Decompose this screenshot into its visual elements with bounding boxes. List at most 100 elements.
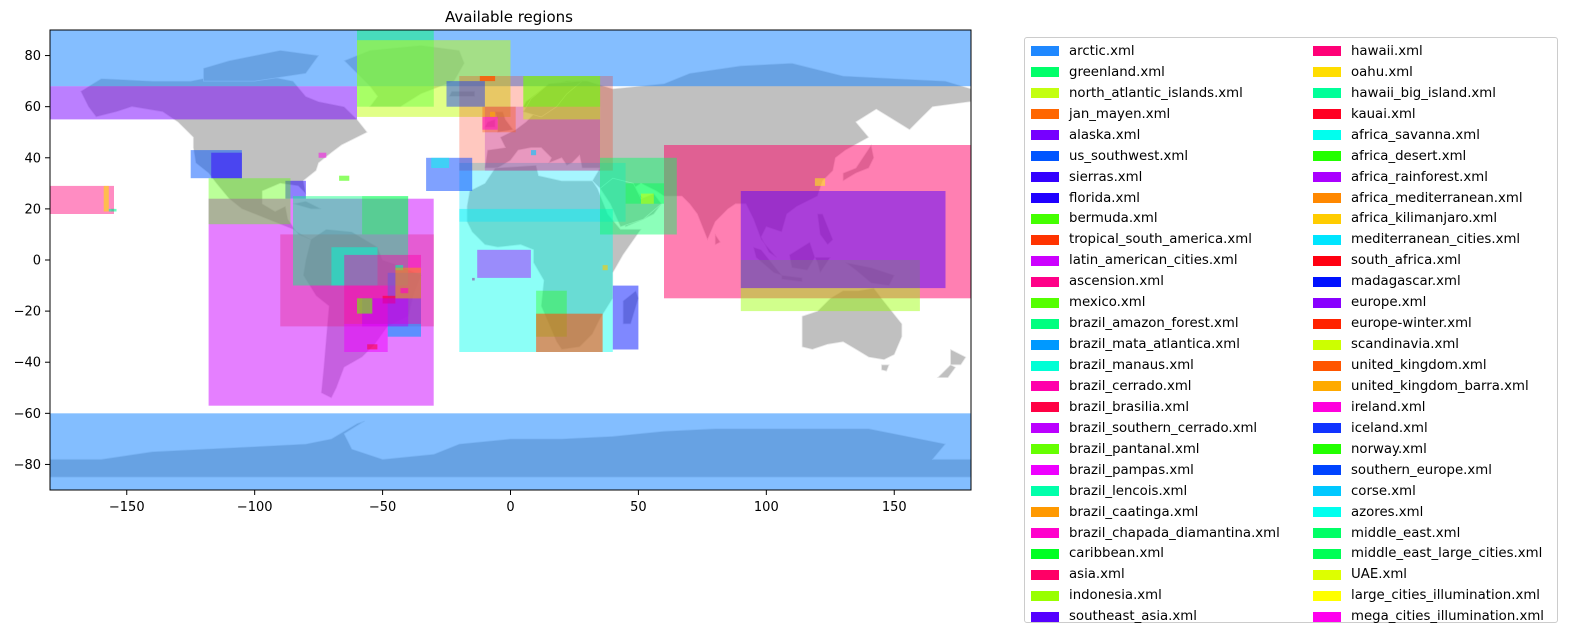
legend-swatch	[1031, 234, 1059, 245]
legend-label: middle_east_large_cities.xml	[1351, 546, 1543, 562]
x-tick-label: 0	[506, 500, 514, 515]
legend-swatch	[1031, 423, 1059, 434]
region-rect	[536, 290, 567, 337]
land-polygon	[881, 364, 890, 372]
legend-entry: ireland.xml	[1313, 397, 1544, 418]
x-tick-label: −150	[109, 500, 145, 515]
region-rect	[331, 247, 378, 286]
region-rect	[344, 323, 388, 352]
region-rect	[479, 76, 496, 82]
axis-ticks: −150 −100 −50 0 50 100 150 −80 −60 −40 −20 0 20 40 60 8…	[14, 49, 907, 515]
legend-swatch	[1031, 486, 1059, 497]
legend-label: UAE.xml	[1351, 567, 1407, 583]
legend-label: azores.xml	[1351, 504, 1424, 520]
legend-entry: latin_american_cities.xml	[1031, 250, 1280, 271]
legend-entry: mediterranean_cities.xml	[1313, 229, 1544, 250]
legend-swatch	[1031, 255, 1059, 266]
legend-swatch	[1031, 172, 1059, 183]
legend-swatch	[1313, 465, 1341, 476]
legend-swatch	[1031, 88, 1059, 99]
legend-label: brazil_southern_cerrado.xml	[1069, 420, 1258, 436]
legend-swatch	[1313, 109, 1341, 120]
legend-label: southern_europe.xml	[1351, 462, 1492, 478]
land-polygon	[599, 177, 662, 228]
legend-label: brazil_pantanal.xml	[1069, 441, 1200, 457]
legend-entry: madagascar.xml	[1313, 271, 1544, 292]
region-rect	[108, 208, 117, 212]
legend-entry: caribbean.xml	[1031, 544, 1280, 565]
region-rect	[50, 185, 114, 214]
legend-label: mexico.xml	[1069, 295, 1146, 311]
land-polygon	[936, 364, 957, 379]
legend-label: jan_mayen.xml	[1069, 106, 1171, 122]
legend-swatch	[1031, 465, 1059, 476]
legend-entry: bermuda.xml	[1031, 209, 1280, 230]
legend-label: alaska.xml	[1069, 127, 1141, 143]
legend-swatch	[1313, 507, 1341, 518]
legend-label: brazil_mata_atlantica.xml	[1069, 337, 1240, 353]
legend-label: south_africa.xml	[1351, 253, 1461, 269]
legend-label: caribbean.xml	[1069, 546, 1164, 562]
legend-entry: corse.xml	[1313, 481, 1544, 502]
legend-entry: hawaii.xml	[1313, 41, 1544, 62]
legend-label: hawaii.xml	[1351, 43, 1423, 59]
legend-swatch	[1031, 507, 1059, 518]
region-rect	[740, 191, 946, 289]
legend-swatch	[1031, 297, 1059, 308]
legend-entry: middle_east_large_cities.xml	[1313, 544, 1544, 565]
legend-label: africa_rainforest.xml	[1351, 169, 1488, 185]
legend-label: ascension.xml	[1069, 274, 1164, 290]
legend-swatch	[1031, 213, 1059, 224]
plot-area	[50, 30, 971, 490]
legend-entry: africa_savanna.xml	[1313, 125, 1544, 146]
legend-entry: asia.xml	[1031, 564, 1280, 585]
region-rect	[362, 196, 409, 235]
region-rect	[484, 106, 600, 171]
legend-swatch	[1313, 318, 1341, 329]
legend-label: brazil_lencois.xml	[1069, 483, 1188, 499]
legend-swatch	[1313, 130, 1341, 141]
legend-label: hawaii_big_island.xml	[1351, 85, 1496, 101]
legend-entry: africa_rainforest.xml	[1313, 167, 1544, 188]
legend-label: iceland.xml	[1351, 420, 1428, 436]
region-rect	[472, 277, 475, 281]
legend-label: middle_east.xml	[1351, 525, 1461, 541]
legend-column-2: hawaii.xml oahu.xml hawaii_big_island.xml k…	[1313, 41, 1544, 627]
legend-label: united_kingdom_barra.xml	[1351, 378, 1529, 394]
legend-swatch	[1313, 276, 1341, 287]
y-tick-label: 20	[24, 202, 41, 217]
legend-entry: africa_desert.xml	[1313, 146, 1544, 167]
region-rect	[395, 267, 421, 299]
legend-swatch	[1313, 255, 1341, 266]
legend-entry: africa_kilimanjaro.xml	[1313, 209, 1544, 230]
legend-swatch	[1031, 130, 1059, 141]
legend-label: mediterranean_cities.xml	[1351, 232, 1521, 248]
legend-entry: brazil_brasilia.xml	[1031, 397, 1280, 418]
legend-entry: azores.xml	[1313, 502, 1544, 523]
legend-swatch	[1313, 381, 1341, 392]
legend-entry: brazil_southern_cerrado.xml	[1031, 418, 1280, 439]
legend-swatch	[1031, 444, 1059, 455]
region-rect	[490, 111, 496, 117]
legend-swatch	[1313, 339, 1341, 350]
legend-label: tropical_south_america.xml	[1069, 232, 1252, 248]
legend-label: africa_savanna.xml	[1351, 127, 1480, 143]
legend-swatch	[1313, 193, 1341, 204]
legend-entry: brazil_lencois.xml	[1031, 481, 1280, 502]
legend-label: brazil_chapada_diamantina.xml	[1069, 525, 1280, 541]
region-rect	[459, 208, 613, 352]
legend-label: africa_mediterranean.xml	[1351, 190, 1523, 206]
region-rect	[536, 313, 603, 352]
legend-swatch	[1313, 548, 1341, 559]
legend-entry: florida.xml	[1031, 188, 1280, 209]
legend-swatch	[1031, 276, 1059, 287]
legend-entry: brazil_manaus.xml	[1031, 355, 1280, 376]
legend-entry: norway.xml	[1313, 439, 1544, 460]
legend-label: brazil_manaus.xml	[1069, 358, 1194, 374]
region-rect	[523, 76, 601, 107]
region-rect	[477, 249, 531, 278]
land-polygon	[466, 164, 642, 350]
map-title: Available regions	[445, 8, 573, 26]
legend-label: kauai.xml	[1351, 106, 1416, 122]
legend-label: brazil_pampas.xml	[1069, 462, 1194, 478]
